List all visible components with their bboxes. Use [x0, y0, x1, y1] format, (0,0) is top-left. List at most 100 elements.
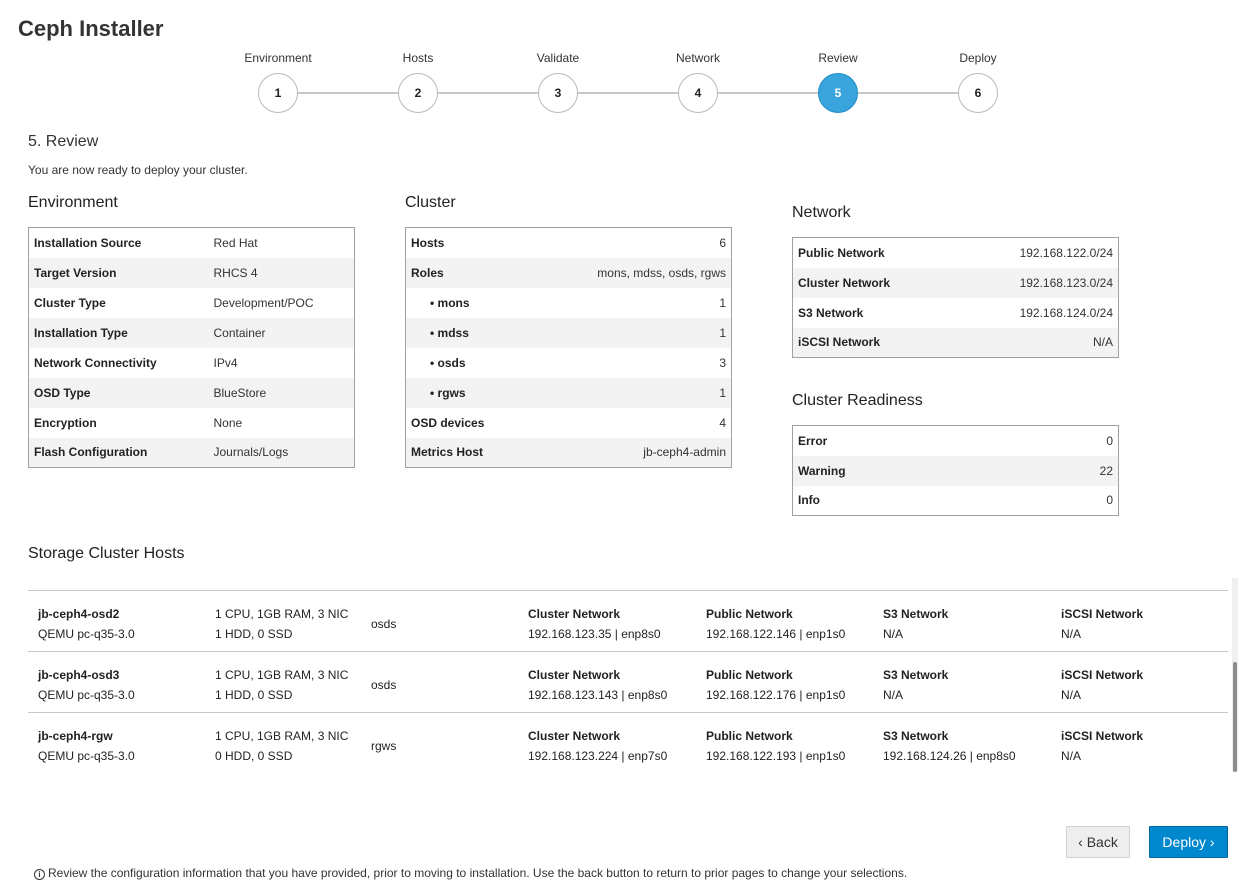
host-specs: 1 CPU, 1GB RAM, 3 NIC 1 HDD, 0 SSD: [215, 604, 348, 644]
step-circle-3[interactable]: 3: [538, 73, 578, 113]
footer-note-text: Review the configuration information tha…: [48, 866, 908, 880]
column-label: Cluster Network: [528, 668, 621, 682]
table-row: Public Network 192.168.122.0/24: [793, 238, 1119, 268]
row-key: Roles: [405, 257, 529, 288]
table-row: iSCSI Network N/A: [792, 327, 1119, 358]
table-row: Target Version RHCS 4: [28, 257, 355, 288]
row-value: Container: [208, 317, 355, 348]
step-label: Review: [818, 51, 858, 65]
hosts-title: Storage Cluster Hosts: [28, 545, 185, 562]
step-circle-5[interactable]: 5: [818, 73, 858, 113]
step-label: Deploy: [959, 51, 997, 65]
host-model: QEMU pc-q35-3.0: [38, 627, 135, 641]
row-key: S3 Network: [798, 305, 864, 320]
row-value: Red Hat: [213, 235, 258, 250]
host-spec-disks: 1 HDD, 0 SSD: [215, 627, 293, 641]
row-value: None: [213, 415, 243, 430]
readiness-table: Error 0 Warning 22 Info 0: [792, 425, 1119, 516]
step-hosts: Hosts 2: [368, 50, 468, 113]
column-label: S3 Network: [883, 729, 949, 743]
row-key: Installation Type: [28, 317, 209, 348]
table-row: OSD Type BlueStore: [28, 377, 355, 408]
table-row: Network Connectivity IPv4: [29, 348, 355, 378]
host-specs: 1 CPU, 1GB RAM, 3 NIC 1 HDD, 0 SSD: [215, 665, 348, 705]
step-circle-2[interactable]: 2: [398, 73, 438, 113]
table-row: Error 0: [793, 426, 1119, 456]
network-value: N/A: [883, 688, 904, 702]
host-cluster-network: Cluster Network 192.168.123.35 | enp8s0: [528, 604, 661, 644]
network-table: Public Network 192.168.122.0/24 Cluster N…: [792, 237, 1119, 358]
deploy-button[interactable]: Deploy ›: [1149, 826, 1228, 858]
environment-table: Installation Source Red Hat Target Versio…: [28, 227, 355, 468]
row-key: Hosts: [411, 235, 445, 250]
row-key: • osds: [430, 355, 466, 370]
footer-note: i Review the configuration information th…: [34, 866, 907, 880]
row-key: OSD devices: [411, 415, 485, 430]
column-label: Public Network: [706, 607, 793, 621]
network-value: N/A: [1061, 627, 1082, 641]
row-value: 0: [1106, 493, 1113, 508]
network-value: 192.168.122.193 | enp1s0: [706, 749, 846, 763]
step-circle-4[interactable]: 4: [678, 73, 718, 113]
row-value: 1: [528, 377, 732, 408]
row-value: Journals/Logs: [208, 437, 355, 468]
hosts-list: jb-ceph4-osd2 QEMU pc-q35-3.0 1 CPU, 1GB…: [28, 590, 1228, 774]
row-key: OSD Type: [28, 377, 209, 408]
row-key: Cluster Type: [34, 295, 106, 310]
host-spec-compute: 1 CPU, 1GB RAM, 3 NIC: [215, 668, 349, 682]
step-connector: [298, 92, 398, 94]
host-identity: jb-ceph4-rgw QEMU pc-q35-3.0: [38, 726, 135, 766]
step-circle-1[interactable]: 1: [258, 73, 298, 113]
network-value: 192.168.123.35 | enp8s0: [528, 627, 661, 641]
row-value: 192.168.124.0/24: [1019, 305, 1113, 320]
table-row: Metrics Host jb-ceph4-admin: [405, 437, 732, 468]
step-connector: [718, 92, 818, 94]
row-value: 3: [719, 355, 726, 370]
host-specs: 1 CPU, 1GB RAM, 3 NIC 0 HDD, 0 SSD: [215, 726, 348, 766]
host-s3-network: S3 Network N/A: [883, 604, 948, 644]
host-role: osds: [371, 678, 397, 692]
network-value: N/A: [1061, 749, 1082, 763]
step-label: Validate: [536, 51, 580, 65]
back-button[interactable]: ‹ Back: [1066, 826, 1130, 858]
host-iscsi-network: iSCSI Network N/A: [1061, 604, 1143, 644]
column-label: S3 Network: [883, 607, 949, 621]
row-key: Encryption: [34, 415, 97, 430]
host-role: rgws: [371, 739, 397, 753]
host-name: jb-ceph4-osd2: [38, 607, 120, 621]
row-value: RHCS 4: [208, 257, 355, 288]
host-row: jb-ceph4-osd2 QEMU pc-q35-3.0 1 CPU, 1GB…: [28, 591, 1228, 652]
row-key: Flash Configuration: [28, 437, 209, 468]
host-cluster-network: Cluster Network 192.168.123.143 | enp8s0: [528, 665, 667, 705]
row-key: Network Connectivity: [34, 355, 157, 370]
table-row: • rgws 1: [405, 377, 732, 408]
table-row: Cluster Network 192.168.123.0/24: [792, 267, 1119, 298]
host-model: QEMU pc-q35-3.0: [38, 749, 135, 763]
row-value: Development/POC: [213, 295, 314, 310]
table-row: Encryption None: [29, 408, 355, 438]
wizard-stepper: Environment 1 Hosts 2 Validate 3 Network…: [0, 0, 1257, 120]
step-network: Network 4: [648, 50, 748, 113]
step-connector: [438, 92, 538, 94]
table-row: • mons 1: [406, 288, 732, 318]
network-title: Network: [792, 204, 851, 221]
table-row: • osds 3: [406, 348, 732, 378]
row-value: jb-ceph4-admin: [528, 437, 732, 468]
network-value: N/A: [883, 627, 904, 641]
host-spec-compute: 1 CPU, 1GB RAM, 3 NIC: [215, 607, 349, 621]
step-connector: [858, 92, 958, 94]
network-value: 192.168.123.224 | enp7s0: [528, 749, 668, 763]
column-label: S3 Network: [883, 668, 949, 682]
cluster-title: Cluster: [405, 194, 456, 211]
step-circle-6[interactable]: 6: [958, 73, 998, 113]
row-value: 22: [1023, 455, 1119, 486]
table-row: OSD devices 4: [406, 408, 732, 438]
row-key: iSCSI Network: [792, 327, 955, 358]
row-key: • mons: [430, 295, 470, 310]
table-row: Roles mons, mdss, osds, rgws: [405, 257, 732, 288]
hosts-scrollbar-thumb[interactable]: [1233, 662, 1237, 772]
host-iscsi-network: iSCSI Network N/A: [1061, 665, 1143, 705]
table-row: Installation Source Red Hat: [29, 228, 355, 258]
info-icon: i: [34, 869, 45, 880]
step-validate: Validate 3: [508, 50, 608, 113]
